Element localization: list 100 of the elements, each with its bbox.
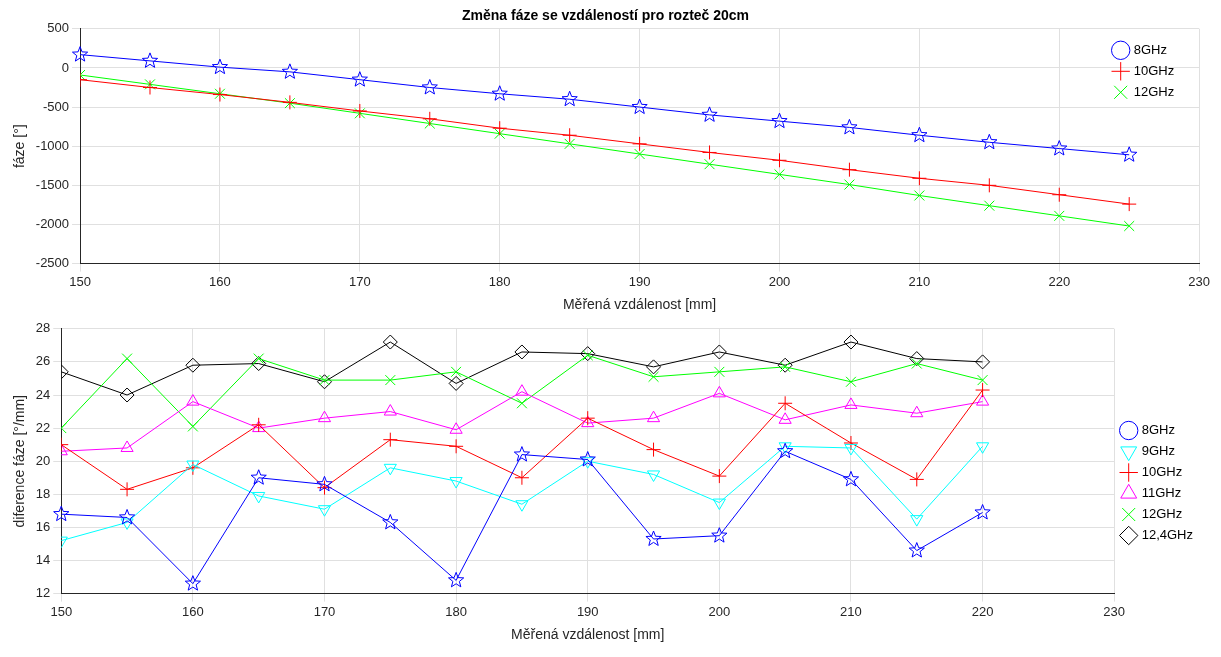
point <box>909 351 925 367</box>
point <box>142 80 158 95</box>
y-axis-title: fáze [°] <box>11 124 28 169</box>
x-axis-title: Měřená vzdálenost [mm] <box>562 296 717 313</box>
point <box>53 505 70 522</box>
legend-label: 12GHz <box>1141 506 1183 522</box>
point <box>119 481 135 497</box>
point <box>646 410 661 423</box>
point <box>843 179 855 190</box>
x-axis-title: Měřená vzdálenost [mm] <box>511 626 665 643</box>
point <box>492 120 508 136</box>
legend-label: 9GHz <box>1141 443 1175 459</box>
point <box>711 344 727 360</box>
y-tick-label: 12 <box>35 585 51 601</box>
y-tick-label: 28 <box>35 320 51 336</box>
point <box>580 410 596 426</box>
point <box>779 361 791 373</box>
point <box>909 471 925 487</box>
point <box>976 394 990 406</box>
point <box>981 177 997 193</box>
point <box>351 71 368 87</box>
point <box>118 508 136 525</box>
point <box>1121 196 1137 212</box>
point <box>974 504 991 520</box>
point <box>844 397 858 409</box>
point <box>1051 140 1068 156</box>
legend-label: 8GHz <box>1133 41 1167 57</box>
x-tick-label: 200 <box>768 273 791 289</box>
point <box>184 575 201 591</box>
y-tick-label: 24 <box>35 386 51 402</box>
point <box>281 63 298 79</box>
legend-label: 10GHz <box>1133 62 1175 78</box>
point <box>841 118 858 135</box>
point <box>516 397 528 409</box>
point <box>983 200 995 212</box>
point <box>382 432 398 448</box>
legend-label: 10GHz <box>1141 464 1183 480</box>
point <box>185 357 201 373</box>
point <box>777 357 793 373</box>
point <box>631 98 648 115</box>
point <box>579 451 596 467</box>
x-tick-label: 230 <box>1103 603 1126 619</box>
point <box>448 375 464 391</box>
y-tick-label: 18 <box>35 485 51 501</box>
y-tick-label: 0 <box>61 59 70 75</box>
point <box>317 410 332 423</box>
point <box>352 103 368 119</box>
point <box>187 421 199 432</box>
point <box>1123 220 1135 232</box>
point <box>119 387 135 403</box>
y-tick-label: 16 <box>35 518 51 534</box>
point <box>1053 210 1065 222</box>
point <box>646 442 662 458</box>
point <box>711 527 728 543</box>
point <box>913 190 925 201</box>
point <box>771 112 788 129</box>
point <box>514 344 530 360</box>
point <box>910 405 924 418</box>
y-tick-label: 20 <box>35 452 51 468</box>
y-tick-label: -2000 <box>35 216 70 232</box>
point <box>448 438 464 454</box>
x-tick-label: 180 <box>445 603 467 619</box>
point <box>316 475 333 492</box>
point <box>648 371 659 383</box>
point <box>515 384 529 396</box>
point <box>513 446 531 462</box>
legend-label: 12,4GHz <box>1141 527 1194 543</box>
point <box>211 58 229 75</box>
x-tick-label: 210 <box>908 273 931 289</box>
point <box>908 542 925 558</box>
point <box>711 468 727 484</box>
point <box>771 152 787 168</box>
point <box>250 469 267 485</box>
point <box>1121 146 1138 162</box>
point <box>141 52 159 68</box>
x-tick-label: 160 <box>209 273 231 289</box>
x-tick-label: 170 <box>313 603 336 619</box>
point <box>564 138 576 150</box>
point <box>317 374 332 390</box>
point <box>251 356 267 372</box>
x-tick-label: 200 <box>708 603 731 619</box>
point <box>777 442 794 459</box>
point <box>841 162 857 178</box>
x-tick-label: 170 <box>348 273 371 289</box>
point <box>448 571 465 588</box>
point <box>975 382 991 398</box>
y-tick-label: 500 <box>47 20 70 36</box>
y-axis-title: diference fáze [°/mm] <box>11 394 28 528</box>
point <box>384 374 396 386</box>
point <box>646 359 662 375</box>
legend-label: 8GHz <box>1141 422 1175 438</box>
point <box>71 46 89 62</box>
point <box>975 354 991 370</box>
point <box>422 111 438 127</box>
y-tick-label: 22 <box>35 419 51 435</box>
point <box>494 128 506 140</box>
point <box>702 144 718 160</box>
point <box>911 126 928 143</box>
point <box>449 422 463 434</box>
point <box>382 334 398 350</box>
